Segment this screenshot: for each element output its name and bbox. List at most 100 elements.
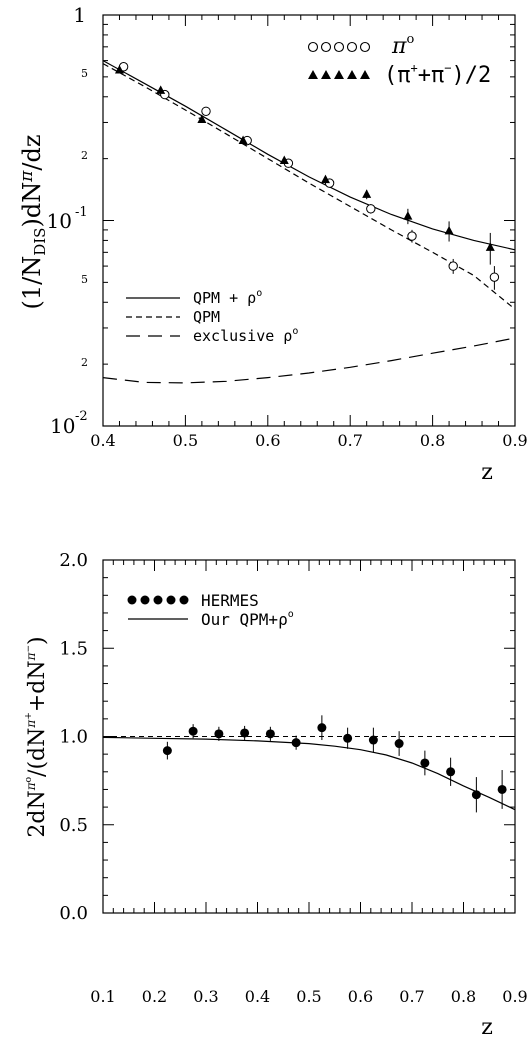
- pi-charged-point: [403, 211, 413, 220]
- bottom-x-axis-label: z: [481, 1015, 493, 1040]
- bottom-xtick-label: 0.8: [451, 987, 476, 1006]
- legend-filled-circle: [153, 595, 163, 605]
- legend-filled-circle: [140, 595, 150, 605]
- top-ytick-0.01-mantissa: 10: [50, 414, 75, 438]
- pi-charged-point: [485, 242, 495, 251]
- pi-charged-point: [279, 155, 289, 164]
- top-x-axis-label: z: [481, 460, 493, 485]
- legend-open-circle: [307, 41, 319, 53]
- top-xtick-label: 0.9: [502, 431, 527, 450]
- bottom-y-axis-label: 2dNπo/(dNπ++dNπ−): [24, 636, 50, 837]
- bottom-points: [162, 715, 507, 813]
- top-xtick-label: 0.8: [420, 431, 445, 450]
- top-y-axis-label: (1/NDIS)dNπ/dz: [17, 135, 49, 310]
- legend-entry-pi0: πo: [307, 32, 414, 59]
- top-curve-long-dash: [102, 337, 516, 384]
- bottom-xtick-label: 0.3: [193, 987, 218, 1006]
- bottom-xtick-label: 0.4: [245, 987, 270, 1006]
- bottom-ytick-label: 1.5: [59, 638, 88, 659]
- top-curve-solid: [102, 60, 516, 251]
- bottom-xtick-label: 0.5: [296, 987, 321, 1006]
- top-ytick-1: 1: [73, 3, 86, 27]
- legend-filled-circle-markers: [127, 595, 189, 605]
- legend-hermes-label: HERMES: [201, 591, 259, 610]
- hermes-point: [188, 726, 198, 736]
- legend-filled-triangle: [308, 70, 318, 79]
- hermes-point: [265, 729, 275, 739]
- pi0-point: [489, 272, 500, 282]
- top-minor-label-0.5: 5: [81, 67, 88, 80]
- bottom-ytick-label: 2.0: [59, 550, 88, 571]
- top-minor-label-0.05: 5: [81, 273, 88, 286]
- top-legend-data: πo (π++π−)/2: [307, 32, 491, 88]
- legend-filled-triangle: [347, 70, 357, 79]
- hermes-point: [394, 739, 404, 749]
- bottom-panel: 0.0 0.5 1.0 1.5 2.0 0.1 0.2 0.3 0.4 0.5 0.6 0.7 0.8…: [24, 550, 528, 1040]
- bottom-ytick-labels: 0.0 0.5 1.0 1.5 2.0: [59, 550, 88, 924]
- hermes-point: [162, 746, 172, 756]
- our-qpm-curve: [102, 736, 516, 811]
- legend-our-qpm-label: Our QPM+ρo: [201, 609, 294, 629]
- pi0-point: [201, 106, 211, 116]
- pi-charged-point: [156, 85, 166, 94]
- bottom-plot-frame: [102, 559, 516, 914]
- pi-charged-point: [320, 174, 330, 184]
- legend-open-circle: [333, 41, 345, 53]
- hermes-point: [240, 728, 250, 738]
- top-minor-label-0.02: 2: [81, 356, 88, 369]
- top-legend-curves: QPM + ρo QPM exclusive ρo: [126, 288, 298, 345]
- legend-entry-pi-charged: (π++π−)/2: [308, 61, 491, 88]
- pi-charged-point: [197, 114, 207, 124]
- bottom-xtick-labels: 0.1 0.2 0.3 0.4 0.5 0.6 0.7 0.8 0.9: [90, 987, 527, 1006]
- bottom-ytick-label: 0.0: [59, 903, 88, 924]
- legend-filled-circle: [179, 595, 189, 605]
- bottom-xtick-label: 0.2: [142, 987, 167, 1006]
- top-curve-dashed: [102, 63, 516, 310]
- top-xtick-labels: 0.4 0.5 0.6 0.7 0.8 0.9: [90, 431, 527, 450]
- bottom-xtick-label: 0.9: [502, 987, 527, 1006]
- hermes-point: [343, 733, 353, 743]
- top-ticks: [102, 15, 516, 427]
- legend-pi-charged-label: (π++π−)/2: [384, 61, 491, 88]
- pi0-point: [407, 231, 417, 241]
- hermes-point: [471, 790, 481, 800]
- hermes-point: [317, 723, 327, 733]
- top-ytick-0.1: 10: [47, 209, 72, 233]
- hermes-point: [497, 784, 507, 794]
- bottom-ytick-label: 1.0: [59, 727, 88, 748]
- legend-filled-circle: [166, 595, 176, 605]
- legend-open-circle: [320, 41, 332, 53]
- top-points: [114, 62, 500, 290]
- top-ytick-0.1-mantissa: 10: [47, 209, 72, 233]
- legend-circle-markers: [307, 41, 371, 53]
- bottom-xtick-label: 0.7: [399, 987, 424, 1006]
- legend-filled-triangle: [360, 70, 370, 79]
- bottom-legend: HERMES Our QPM+ρo: [127, 591, 294, 629]
- legend-triangle-markers: [308, 70, 370, 79]
- pi-charged-point: [114, 64, 124, 74]
- top-ytick-0.01-exp: -2: [75, 409, 88, 424]
- legend-filled-triangle: [334, 70, 344, 79]
- hermes-point: [291, 738, 301, 748]
- bottom-ytick-label: 0.5: [59, 815, 88, 836]
- hermes-point: [214, 729, 224, 739]
- bottom-xtick-label: 0.1: [90, 987, 115, 1006]
- legend-qpm-rho-label: QPM + ρo: [193, 288, 262, 307]
- hermes-point: [446, 767, 456, 777]
- legend-filled-circle: [127, 595, 137, 605]
- legend-qpm-label: QPM: [193, 308, 220, 326]
- pi-charged-point: [444, 225, 454, 235]
- bottom-ticks: [102, 559, 516, 914]
- top-ytick-0.1-exp: -1: [75, 205, 88, 220]
- legend-exclusive-rho-label: exclusive ρo: [193, 326, 298, 345]
- top-xtick-label: 0.6: [255, 431, 280, 450]
- hermes-point: [420, 758, 430, 768]
- legend-pi0-label: πo: [391, 32, 414, 59]
- legend-open-circle: [346, 41, 358, 53]
- pi-charged-point: [362, 189, 372, 198]
- top-ytick-0.01: 10: [50, 414, 75, 438]
- legend-open-circle: [359, 41, 371, 53]
- bottom-xtick-label: 0.6: [348, 987, 373, 1006]
- pi0-point: [366, 204, 376, 214]
